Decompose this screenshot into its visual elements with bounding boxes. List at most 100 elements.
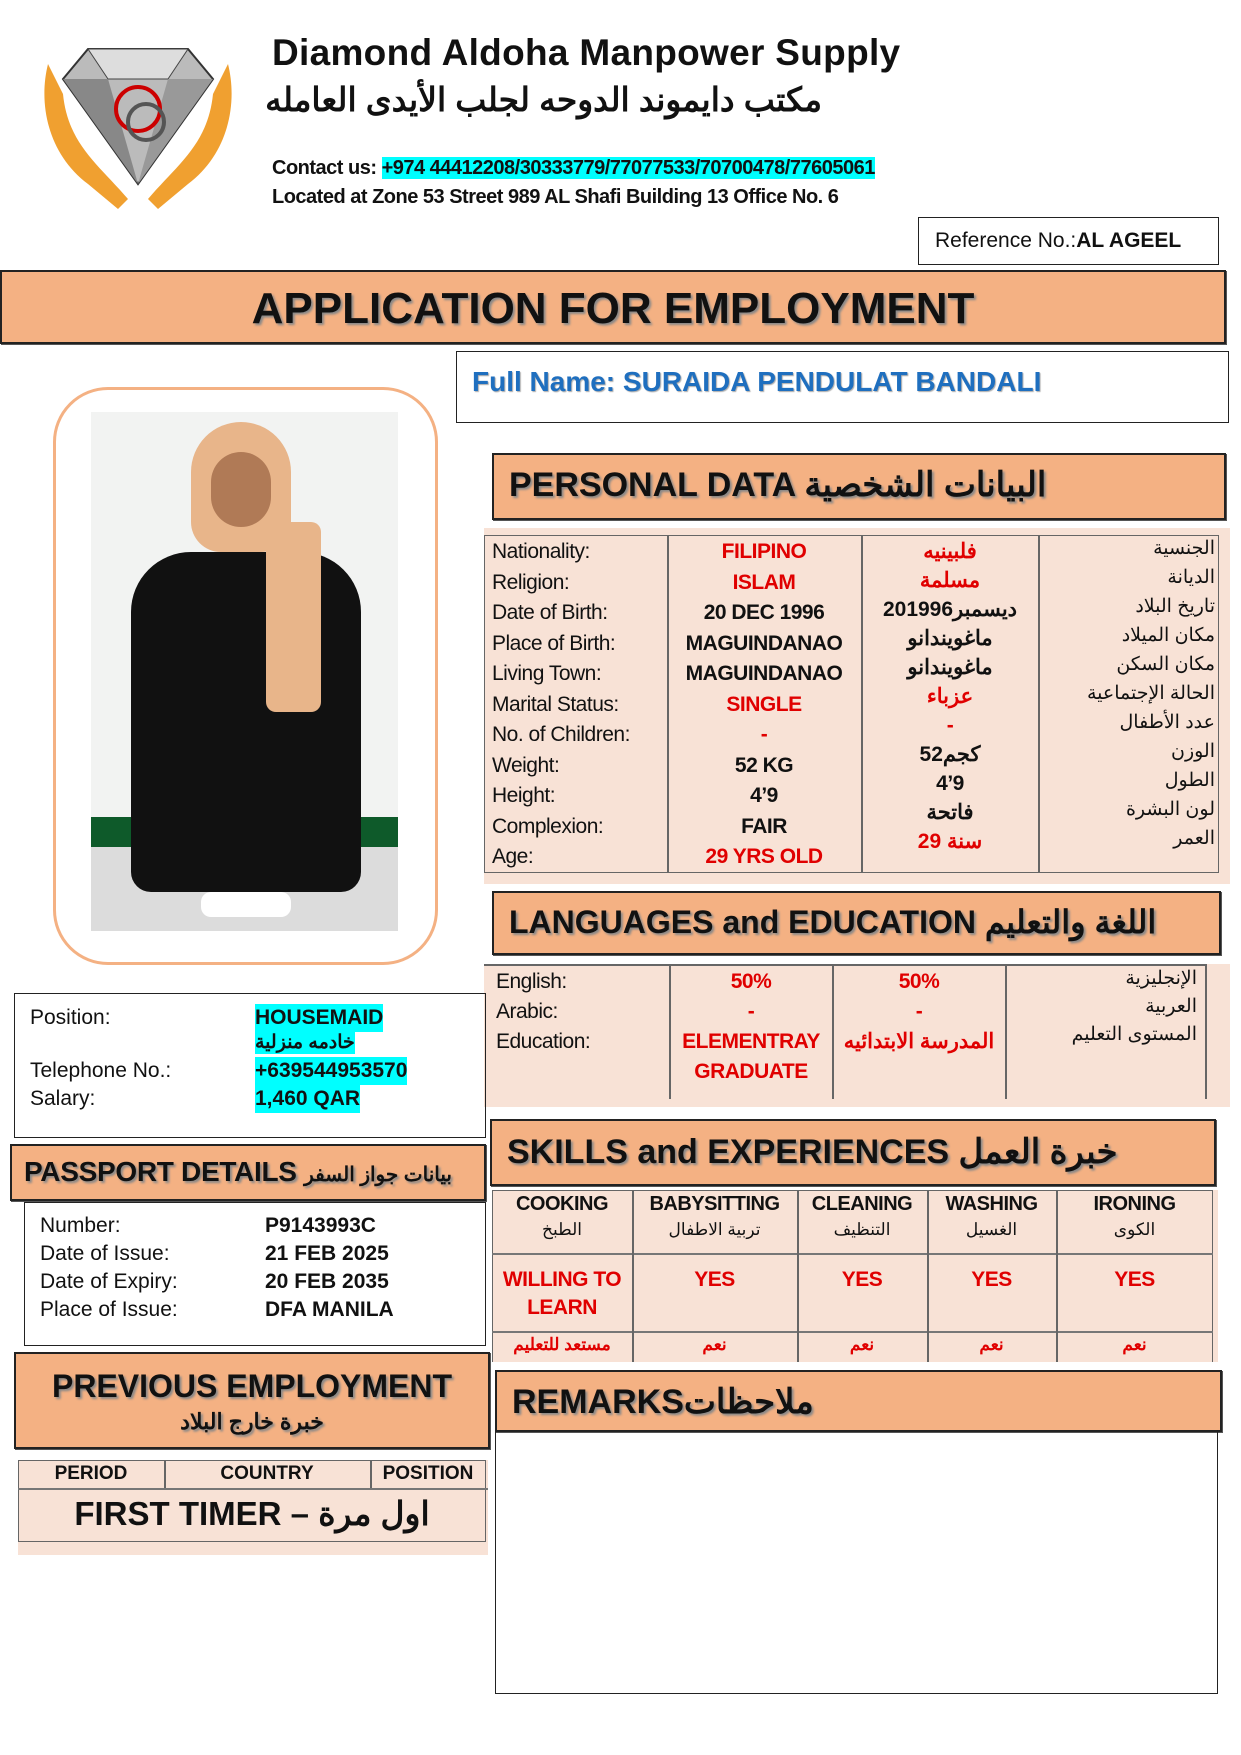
position-value: HOUSEMAID — [255, 1004, 384, 1032]
full-name-value: SURAIDA PENDULAT BANDALI — [622, 366, 1042, 397]
skills-title-ar: خبرة العمل — [958, 1133, 1118, 1171]
passport-label: Place of Issue: — [40, 1298, 178, 1321]
personal-value: 20 DEC 1996 — [703, 601, 825, 624]
personal-label-ar: الوزن — [1170, 741, 1215, 762]
personal-label: Nationality: — [492, 540, 590, 563]
previous-employment-table: PERIOD COUNTRY POSITION FIRST TIMER – او… — [18, 1460, 488, 1555]
languages-header: LANGUAGES and EDUCATION اللغة والتعليم — [492, 891, 1221, 955]
reference-label: Reference No.: — [935, 229, 1077, 252]
personal-value: SINGLE — [726, 692, 802, 716]
column-divider — [927, 1190, 929, 1362]
skill-value: YES — [971, 1268, 1012, 1291]
personal-value: 52 KG — [734, 753, 794, 777]
personal-value-ar: ماغويندانو — [907, 656, 993, 679]
skill-value: YES — [841, 1268, 883, 1291]
language-value-ar: 50% — [898, 970, 940, 993]
application-title-banner: APPLICATION FOR EMPLOYMENT — [0, 270, 1226, 344]
previous-title-en: PREVIOUS EMPLOYMENT — [51, 1368, 453, 1404]
personal-label-ar: مكان السكن — [1116, 654, 1215, 675]
country-header: COUNTRY — [220, 1463, 314, 1484]
personal-label: Religion: — [492, 570, 570, 594]
skills-title-en: SKILLS and EXPERIENCES — [507, 1133, 950, 1171]
personal-value-ar: - — [946, 714, 954, 737]
passport-box: Number: Date of Issue: Date of Expiry: Plac… — [24, 1202, 486, 1346]
personal-label-ar: مكان الميلاد — [1121, 625, 1215, 646]
contact-line: Contact us: +974 44412208/30333779/77077… — [272, 157, 875, 180]
remarks-box[interactable] — [495, 1432, 1218, 1694]
personal-value: FILIPINO — [721, 540, 807, 563]
skill-value-ar: نعم — [979, 1335, 1004, 1354]
language-value-ar: المدرسة الابتدائيه — [843, 1030, 995, 1053]
personal-label: Age: — [492, 845, 534, 868]
personal-value-ar: ماغويندانو — [907, 627, 993, 650]
skill-value: WILLING TO LEARN — [502, 1268, 622, 1319]
language-value: ELEMENTRAY GRADUATE — [682, 1030, 820, 1083]
passport-value: 20 FEB 2035 — [265, 1270, 389, 1293]
skill-value-ar: نعم — [1122, 1335, 1147, 1354]
passport-label: Date of Issue: — [40, 1242, 170, 1265]
personal-value: MAGUINDANAO — [685, 662, 843, 685]
skills-title: SKILLS and EXPERIENCES خبرة العمل — [507, 1133, 1117, 1171]
company-name-ar: مكتب دايموند الدوحه لجلب الأيدى العامله — [265, 81, 822, 118]
personal-label: Place of Birth: — [492, 631, 616, 655]
personal-value: ISLAM — [732, 570, 796, 594]
skill-value-ar: نعم — [702, 1335, 727, 1354]
languages-title: LANGUAGES and EDUCATION اللغة والتعليم — [509, 904, 1156, 940]
language-value: - — [747, 1000, 755, 1023]
address: Located at Zone 53 Street 989 AL Shafi B… — [272, 186, 839, 208]
language-label: English: — [496, 970, 567, 993]
passport-title: PASSPORT DETAILS بيانات جواز السفر — [24, 1156, 452, 1187]
personal-value-ar: 4’9 — [936, 772, 964, 795]
full-name-label: Full Name: — [472, 366, 616, 397]
passport-title-en: PASSPORT DETAILS — [24, 1156, 297, 1187]
personal-value-ar: فلبينيه — [923, 540, 977, 563]
diamond-hands-logo-icon — [44, 48, 232, 209]
language-label-ar: العربية — [1145, 996, 1197, 1017]
language-label: Arabic: — [496, 1000, 558, 1023]
skill-name-ar: الغسيل — [965, 1220, 1018, 1239]
personal-value-ar: 52كجم — [919, 743, 981, 766]
phone-label: Telephone No.: — [30, 1059, 172, 1082]
skill-name: WASHING — [945, 1193, 1038, 1215]
personal-label-ar: عدد الأطفال — [1119, 712, 1216, 733]
reference-box: Reference No.:AL AGEEL — [918, 217, 1219, 265]
company-name-en: Diamond Aldoha Manpower Supply — [272, 32, 901, 73]
position-label: Position: — [30, 1006, 111, 1029]
personal-label: Living Town: — [492, 662, 602, 685]
skill-name-ar: التنظيف — [833, 1220, 891, 1239]
column-divider — [797, 1190, 799, 1362]
languages-title-en: LANGUAGES and EDUCATION — [509, 904, 976, 940]
personal-label: No. of Children: — [492, 723, 630, 746]
reference-value: AL AGEEL — [1076, 229, 1182, 252]
languages-title-ar: اللغة والتعليم — [984, 904, 1157, 940]
skills-header: SKILLS and EXPERIENCES خبرة العمل — [490, 1119, 1216, 1186]
personal-label-ar: الجنسية — [1153, 538, 1215, 559]
personal-label: Complexion: — [492, 814, 604, 838]
personal-label: Date of Birth: — [492, 601, 608, 624]
skill-value: YES — [694, 1268, 735, 1291]
photo-frame — [53, 387, 438, 965]
personal-value: FAIR — [741, 814, 787, 838]
personal-value-ar: فاتحة — [926, 801, 974, 824]
personal-label-ar: لون البشرة — [1125, 799, 1215, 820]
languages-table: English: Arabic: Education: 50% - ELEMENTRAY… — [484, 964, 1230, 1107]
personal-data-header: PERSONAL DATA البيانات الشخصية — [492, 453, 1226, 520]
skill-name-ar: الكوى — [1113, 1220, 1156, 1239]
skill-name-ar: تربية الاطفال — [668, 1220, 761, 1239]
remarks-title: REMARKSملاحظات — [512, 1383, 814, 1421]
personal-label-ar: الحالة الإجتماعية — [1087, 683, 1215, 704]
phone-value: +639544953570 — [255, 1057, 408, 1085]
column-divider — [1056, 1190, 1058, 1362]
period-header: PERIOD — [54, 1463, 128, 1484]
language-label-ar: المستوى التعليم — [1071, 1024, 1197, 1045]
personal-value: MAGUINDANAO — [685, 631, 843, 655]
personal-label-ar: تاريخ البلاد — [1135, 596, 1215, 617]
passport-value: DFA MANILA — [265, 1298, 394, 1321]
personal-label: Height: — [492, 784, 556, 807]
personal-value: 29 YRS OLD — [705, 845, 823, 868]
company-logo — [28, 34, 248, 214]
personal-value-ar: 20ديسمبر1996 — [882, 598, 1018, 621]
skill-value-ar: نعم — [849, 1335, 875, 1354]
personal-title-ar: البيانات الشخصية — [804, 466, 1047, 504]
skill-value-ar: مستعد للتعليم — [513, 1335, 611, 1354]
